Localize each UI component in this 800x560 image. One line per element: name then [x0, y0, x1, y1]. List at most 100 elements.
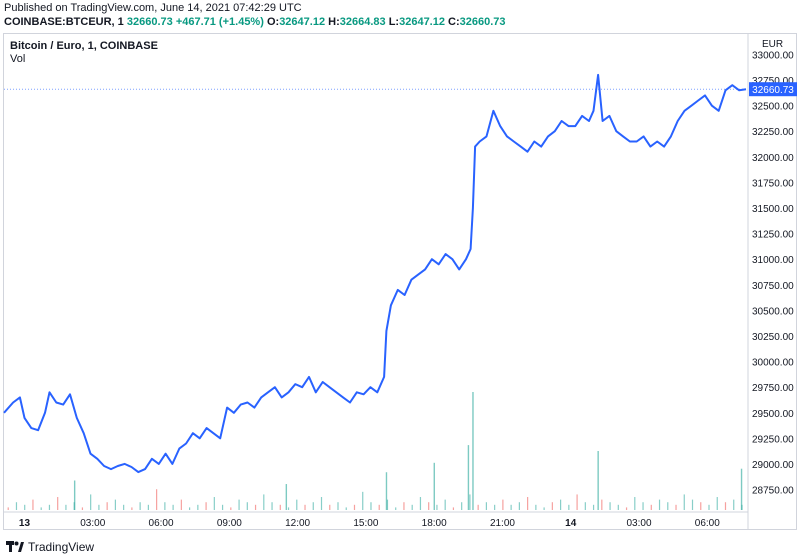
low-label: L:	[388, 16, 400, 28]
volume-bar	[395, 507, 397, 510]
volume-bar	[411, 504, 413, 510]
last-price-badge-label: 32660.73	[752, 85, 794, 96]
volume-bar	[535, 504, 537, 510]
volume-bar	[467, 445, 470, 510]
symbol-label: COINBASE:BTCEUR, 1	[4, 16, 124, 28]
volume-bar	[642, 502, 644, 510]
volume-bar	[263, 494, 265, 510]
y-tick-label: 31750.00	[752, 178, 794, 189]
volume-bar	[296, 499, 298, 510]
y-tick-label: 30500.00	[752, 306, 794, 317]
y-tick-label: 28750.00	[752, 486, 794, 497]
high-value: 32664.83	[339, 16, 386, 28]
volume-bar	[370, 502, 372, 510]
x-tick-label: 18:00	[422, 518, 447, 529]
volume-bar	[81, 507, 84, 510]
y-tick-label: 29750.00	[752, 383, 794, 394]
volume-bar	[106, 502, 108, 510]
volume-bar	[139, 502, 141, 510]
volume-bar	[285, 484, 288, 510]
volume-bar	[197, 504, 199, 510]
y-tick-label: 31500.00	[752, 204, 794, 215]
volume-bar	[205, 502, 207, 510]
volume-bar	[716, 497, 718, 510]
volume-bar	[433, 462, 435, 510]
volume-bar	[90, 494, 92, 510]
volume-bar	[57, 497, 59, 510]
volume-bar	[724, 502, 727, 510]
volume-bar	[24, 504, 26, 510]
volume-bar	[683, 494, 685, 510]
volume-bar	[172, 504, 174, 510]
change-value: +467.71 (+1.45%)	[175, 16, 264, 28]
volume-bar	[477, 504, 479, 510]
volume-bar	[494, 504, 496, 510]
volume-bar	[98, 504, 100, 510]
volume-bar	[551, 502, 553, 510]
volume-bar	[254, 504, 257, 510]
volume-bar	[597, 451, 599, 510]
y-tick-label: 32000.00	[752, 153, 794, 164]
chart-panel[interactable]	[3, 33, 797, 530]
volume-bar	[485, 502, 487, 510]
y-tick-label: 32250.00	[752, 127, 794, 138]
volume-bar	[73, 480, 76, 510]
volume-bar	[345, 507, 347, 510]
volume-bar	[123, 504, 125, 510]
published-text: Published on TradingView.com, June 14, 2…	[4, 2, 302, 14]
volume-bar	[147, 504, 149, 510]
volume-bar	[40, 507, 42, 510]
volume-bar	[189, 507, 191, 510]
y-tick-label: 32500.00	[752, 102, 794, 113]
volume-bar	[271, 502, 273, 510]
volume-bar	[584, 502, 586, 510]
volume-bar	[650, 504, 652, 510]
volume-bar	[700, 502, 702, 510]
volume-bar	[362, 491, 364, 510]
volume-bar	[675, 504, 677, 510]
x-tick-label: 12:00	[285, 518, 310, 529]
volume-bar	[164, 502, 166, 510]
volume-legend: Vol	[10, 53, 26, 65]
x-tick-label: 15:00	[353, 518, 378, 529]
y-tick-label: 29250.00	[752, 434, 794, 445]
open-value: 32647.12	[279, 16, 326, 28]
volume-bar	[634, 497, 636, 510]
volume-bar	[601, 499, 603, 510]
last-price-badge	[749, 82, 797, 97]
volume-bar	[560, 499, 562, 510]
y-tick-label: 29000.00	[752, 460, 794, 471]
volume-bar	[238, 499, 240, 510]
volume-bar	[469, 494, 471, 510]
volume-bar	[617, 504, 619, 510]
close-ohlc-value: 32660.73	[459, 16, 506, 28]
currency-label: EUR	[762, 39, 783, 50]
volume-bar	[708, 504, 710, 510]
footer-brand-label: TradingView	[28, 540, 95, 554]
volume-bar	[510, 504, 512, 510]
volume-bar	[337, 502, 339, 510]
footer-brand: TradingView	[6, 540, 94, 554]
volume-bar	[740, 468, 743, 510]
volume-bar	[287, 507, 290, 510]
y-tick-label: 31250.00	[752, 230, 794, 241]
volume-bar	[320, 497, 323, 510]
volume-bar	[180, 499, 182, 510]
close-label: C:	[448, 16, 460, 28]
y-tick-label: 30250.00	[752, 332, 794, 343]
y-tick-label: 29500.00	[752, 409, 794, 420]
chart-title: Bitcoin / Euro, 1, COINBASE	[10, 40, 158, 52]
volume-bar	[156, 489, 158, 510]
volume-bar	[658, 499, 661, 510]
x-tick-label: 21:00	[490, 518, 515, 529]
volume-bar	[568, 504, 570, 510]
y-tick-label: 30000.00	[752, 358, 794, 369]
volume-bar	[609, 502, 611, 510]
price-series-line	[3, 73, 747, 474]
volume-bar	[312, 502, 314, 510]
volume-bar	[436, 504, 438, 510]
volume-bar	[444, 499, 446, 510]
volume-bar	[543, 507, 545, 510]
volume-bar	[625, 507, 628, 510]
